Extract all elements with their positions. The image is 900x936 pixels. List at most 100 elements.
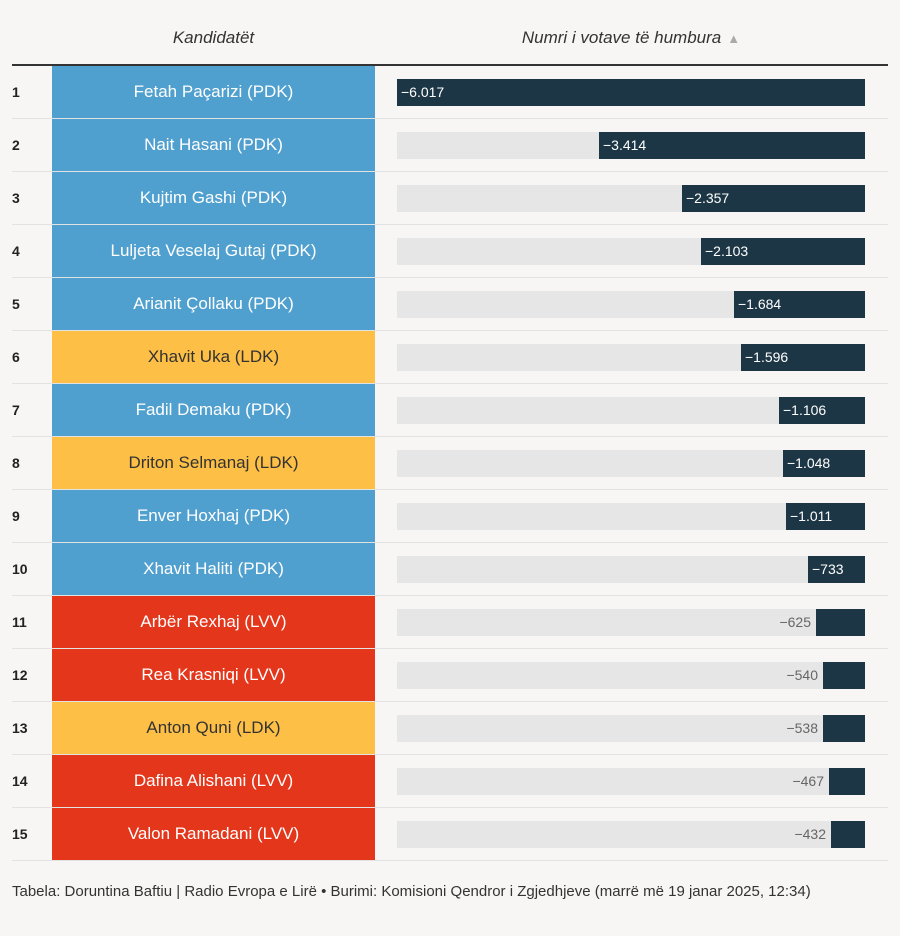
- row-divider: [12, 807, 888, 808]
- candidates-column-header[interactable]: Kandidatët: [52, 28, 375, 48]
- bar-track: −3.414: [397, 132, 865, 159]
- rank-number: 6: [12, 349, 20, 365]
- table-row: 9 Enver Hoxhaj (PDK) −1.011: [0, 490, 900, 543]
- table-row: 5 Arianit Çollaku (PDK) −1.684: [0, 278, 900, 331]
- table-row: 14 Dafina Alishani (LVV) −467: [0, 755, 900, 808]
- bar-track: −540: [397, 662, 865, 689]
- bar-track: −625: [397, 609, 865, 636]
- bar-track: −2.357: [397, 185, 865, 212]
- table-row: 8 Driton Selmanaj (LDK) −1.048: [0, 437, 900, 490]
- candidate-name-cell: Anton Quni (LDK): [52, 702, 375, 755]
- data-label: −6.017: [401, 84, 445, 100]
- row-divider: [12, 701, 888, 702]
- candidate-name-cell: Xhavit Haliti (PDK): [52, 543, 375, 596]
- table-row: 3 Kujtim Gashi (PDK) −2.357: [0, 172, 900, 225]
- table-row: 15 Valon Ramadani (LVV) −432: [0, 808, 900, 861]
- data-label: −1.011: [790, 508, 833, 524]
- bar: [816, 609, 865, 636]
- candidate-name-cell: Driton Selmanaj (LDK): [52, 437, 375, 490]
- bar: [829, 768, 865, 795]
- data-label: −3.414: [603, 137, 647, 153]
- data-label: −733: [812, 561, 844, 577]
- bar-track: −467: [397, 768, 865, 795]
- candidate-name-cell: Arbër Rexhaj (LVV): [52, 596, 375, 649]
- data-label: −432: [794, 826, 826, 842]
- data-label: −2.103: [705, 243, 749, 259]
- row-divider: [12, 330, 888, 331]
- table-row: 11 Arbër Rexhaj (LVV) −625: [0, 596, 900, 649]
- row-divider: [12, 224, 888, 225]
- bar-track: −1.684: [397, 291, 865, 318]
- bar-track: −1.106: [397, 397, 865, 424]
- data-label: −538: [786, 720, 818, 736]
- row-divider: [12, 171, 888, 172]
- rank-number: 10: [12, 561, 28, 577]
- rank-number: 11: [12, 614, 27, 630]
- rank-number: 15: [12, 826, 28, 842]
- row-divider: [12, 383, 888, 384]
- bar: [808, 556, 865, 583]
- candidate-name-cell: Arianit Çollaku (PDK): [52, 278, 375, 331]
- bar-track: −432: [397, 821, 865, 848]
- candidate-name-cell: Luljeta Veselaj Gutaj (PDK): [52, 225, 375, 278]
- table-row: 1 Fetah Paçarizi (PDK) −6.017: [0, 66, 900, 119]
- rank-number: 3: [12, 190, 20, 206]
- bar-track: −2.103: [397, 238, 865, 265]
- bar-track: −1.596: [397, 344, 865, 371]
- candidate-name-cell: Dafina Alishani (LVV): [52, 755, 375, 808]
- data-label: −467: [792, 773, 824, 789]
- table-row: 12 Rea Krasniqi (LVV) −540: [0, 649, 900, 702]
- sort-ascending-icon[interactable]: ▲: [727, 31, 741, 46]
- row-divider: [12, 595, 888, 596]
- table-row: 10 Xhavit Haliti (PDK) −733: [0, 543, 900, 596]
- bar-track: −538: [397, 715, 865, 742]
- row-divider: [12, 277, 888, 278]
- row-divider: [12, 436, 888, 437]
- candidate-name-cell: Rea Krasniqi (LVV): [52, 649, 375, 702]
- data-label: −2.357: [686, 190, 730, 206]
- rank-number: 9: [12, 508, 20, 524]
- row-divider: [12, 754, 888, 755]
- candidates-column-label: Kandidatët: [172, 28, 255, 47]
- row-divider: [12, 542, 888, 543]
- rank-number: 13: [12, 720, 28, 736]
- bar: [783, 450, 865, 477]
- bar: [701, 238, 865, 265]
- bar: [741, 344, 865, 371]
- table-row: 2 Nait Hasani (PDK) −3.414: [0, 119, 900, 172]
- bar: [786, 503, 865, 530]
- rank-number: 2: [12, 137, 20, 153]
- data-label: −1.596: [745, 349, 789, 365]
- table-row: 13 Anton Quni (LDK) −538: [0, 702, 900, 755]
- table-row: 6 Xhavit Uka (LDK) −1.596: [0, 331, 900, 384]
- bar: [682, 185, 865, 212]
- row-divider: [12, 489, 888, 490]
- bar: [823, 662, 865, 689]
- bar: [734, 291, 865, 318]
- bar-track: −1.011: [397, 503, 865, 530]
- candidate-name-cell: Xhavit Uka (LDK): [52, 331, 375, 384]
- data-label: −625: [779, 614, 811, 630]
- table-row: 4 Luljeta Veselaj Gutaj (PDK) −2.103: [0, 225, 900, 278]
- candidate-name-cell: Fadil Demaku (PDK): [52, 384, 375, 437]
- bar: [599, 132, 865, 159]
- rank-number: 4: [12, 243, 20, 259]
- votes-column-label: Numri i votave të humbura: [521, 28, 722, 47]
- rank-number: 5: [12, 296, 20, 312]
- data-label: −1.048: [787, 455, 831, 471]
- candidate-name-cell: Nait Hasani (PDK): [52, 119, 375, 172]
- votes-column-header[interactable]: Numri i votave të humbura ▲: [397, 28, 865, 48]
- candidate-name-cell: Enver Hoxhaj (PDK): [52, 490, 375, 543]
- source-footer: Tabela: Doruntina Baftiu | Radio Evropa …: [12, 883, 811, 900]
- bar: [779, 397, 865, 424]
- candidate-name-cell: Kujtim Gashi (PDK): [52, 172, 375, 225]
- row-divider: [12, 860, 888, 861]
- data-label: −540: [786, 667, 818, 683]
- bar: [397, 79, 865, 106]
- rank-number: 8: [12, 455, 20, 471]
- rank-number: 7: [12, 402, 20, 418]
- table-header: Kandidatët Numri i votave të humbura ▲: [0, 0, 900, 66]
- rank-number: 12: [12, 667, 28, 683]
- bar: [823, 715, 865, 742]
- row-divider: [12, 118, 888, 119]
